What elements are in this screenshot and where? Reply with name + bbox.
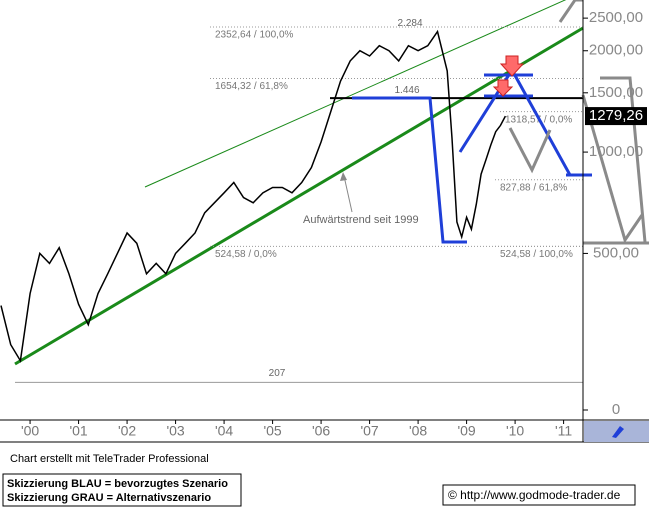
annotation-arrow (343, 175, 353, 213)
y-tick-label: 2500,00 (589, 9, 643, 26)
credit: Chart erstellt mit TeleTrader Profession… (10, 453, 209, 465)
gray-sketch (508, 127, 552, 174)
x-tick-label: '07 (360, 423, 378, 439)
x-tick-label: '08 (409, 423, 427, 439)
price-mark-label: 2.284 (397, 18, 422, 29)
low-label: 207 (269, 368, 286, 379)
fib-label: 1654,32 / 61,8% (215, 81, 288, 92)
note: Skizzierung GRAU = Alternativszenario (7, 492, 211, 504)
fib-label: 524,58 / 100,0% (500, 249, 573, 260)
source-box (442, 484, 636, 506)
red-arrow (499, 55, 525, 77)
fib-label: 827,88 / 61,8% (500, 182, 567, 193)
x-tick-label: '02 (118, 423, 136, 439)
trend-line-thin (144, 0, 567, 188)
x-tick-label: '06 (312, 423, 330, 439)
last-price-label: 1279,26 (589, 107, 643, 124)
series (0, 29, 507, 363)
note: Skizzierung BLAU = bevorzugtes Szenario (7, 478, 228, 490)
x-tick-label: '10 (506, 423, 524, 439)
levels: 2352,64 / 100,0% 1654,32 / 61,8% 524,58 / … (15, 18, 583, 383)
y-tick-label: 1000,00 (589, 143, 643, 160)
annotation: Aufwärtstrend seit 1999 (303, 214, 419, 226)
price-mark-label: 1.446 (394, 85, 419, 96)
y-tick-label: 0 (612, 401, 620, 418)
x-tick-label: '01 (69, 423, 87, 439)
axes: 0 500,00 1000,00 1500,00 2000,00 2500,00 '00 '0… (21, 9, 647, 439)
gray-sketch (558, 0, 583, 23)
trend-line (14, 26, 584, 366)
x-tick-label: '04 (215, 423, 233, 439)
gray-scenario (508, 0, 649, 245)
fib-label: 2352,64 / 100,0% (215, 30, 294, 41)
notes-box (2, 473, 242, 507)
x-tick-label: '03 (166, 423, 184, 439)
red-arrow (492, 79, 514, 97)
price-line (0, 29, 507, 363)
annotation-arrowhead (340, 172, 347, 181)
tool-icon[interactable] (612, 426, 624, 438)
x-tick-label: '11 (555, 423, 572, 439)
y-tick-label: 1500,00 (589, 84, 643, 101)
y-tick-label: 500,00 (593, 244, 639, 261)
gray-sketch (581, 94, 644, 244)
x-tick-label: '00 (21, 423, 39, 439)
last-price-box (585, 107, 647, 126)
y-tick-label: 2000,00 (589, 42, 643, 59)
fib-label: 524,58 / 0,0% (215, 249, 277, 260)
x-tick-label: '09 (457, 423, 475, 439)
x-tick-label: '05 (263, 423, 281, 439)
gray-sketch (600, 76, 647, 243)
blue-sketch (352, 96, 467, 244)
source: © http://www.godmode-trader.de (448, 488, 621, 502)
